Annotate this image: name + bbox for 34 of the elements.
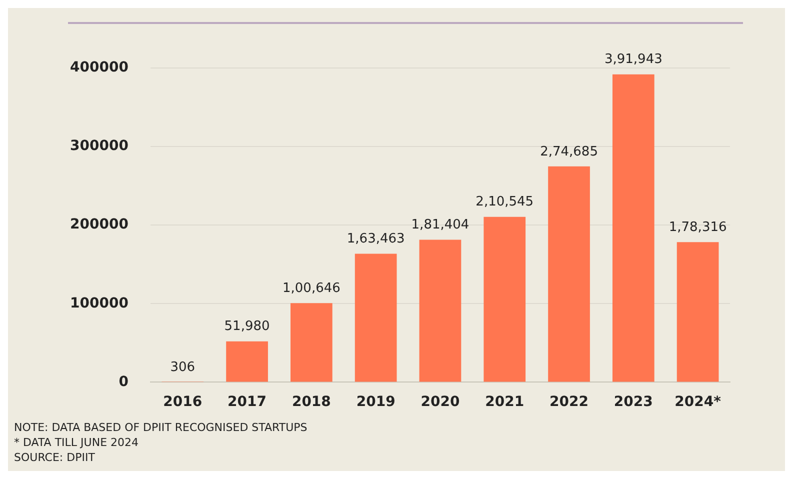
data-label: 306 (170, 360, 196, 375)
bar (354, 254, 397, 382)
x-tick-label: 2020 (420, 394, 460, 410)
data-label: 2,74,685 (540, 144, 598, 160)
bar (676, 242, 719, 382)
x-tick-label: 2023 (614, 394, 653, 410)
bar (290, 303, 332, 382)
data-label: 1,81,404 (411, 218, 470, 233)
y-tick-label: 0 (118, 374, 129, 390)
x-tick-label: 2024* (674, 394, 722, 410)
x-tick-label: 2021 (485, 394, 524, 410)
text: * DATA TILL JUNE 2024 (14, 435, 140, 450)
bar (612, 74, 654, 382)
x-tick-label: 2017 (228, 394, 267, 410)
y-tick-label: 200000 (70, 216, 129, 233)
bar (226, 341, 268, 382)
y-tick-label: 300000 (70, 138, 129, 154)
data-label: 2,10,545 (476, 194, 534, 210)
x-tick-label: 2022 (550, 394, 588, 410)
x-tick-label: 2019 (356, 394, 396, 410)
y-tick-label: 100000 (70, 295, 129, 312)
data-label: 1,78,316 (668, 220, 727, 236)
data-label: 1,00,646 (282, 281, 340, 296)
data-label: 1,63,463 (346, 232, 405, 247)
bar (484, 216, 526, 382)
data-label: 3,91,943 (604, 52, 662, 68)
data-label: 51,980 (224, 319, 270, 334)
x-tick-label: 2016 (163, 394, 202, 410)
text: NOTE: DATA BASED OF DPIIT RECOGNISED STARTUPS (14, 420, 308, 435)
bar (419, 240, 462, 382)
bar (548, 166, 590, 382)
x-tick-label: 2018 (292, 394, 331, 410)
source-note: SOURCE: DPIIT (14, 450, 96, 465)
y-tick-label: 400000 (70, 60, 129, 76)
